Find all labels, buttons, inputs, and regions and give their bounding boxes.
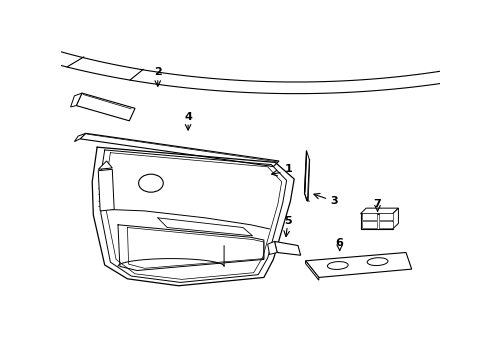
Text: 7: 7 [373,199,381,209]
Polygon shape [1,38,24,55]
Polygon shape [74,133,85,141]
Text: 3: 3 [329,196,337,206]
Polygon shape [80,133,279,167]
Polygon shape [360,208,398,214]
Bar [378,221,392,228]
Bar [378,213,392,220]
Text: 4: 4 [184,112,192,122]
Bar [360,214,392,229]
Text: 1: 1 [284,164,292,174]
Ellipse shape [366,258,387,266]
Polygon shape [274,242,300,255]
Polygon shape [304,151,309,201]
Bar [362,213,376,220]
Ellipse shape [138,174,163,192]
Text: 5: 5 [284,216,291,226]
Polygon shape [305,261,318,280]
Polygon shape [70,93,82,107]
Text: 2: 2 [154,67,162,77]
Polygon shape [305,252,411,278]
Polygon shape [98,161,112,169]
Bar [362,221,376,228]
Polygon shape [98,169,114,211]
Polygon shape [76,93,135,121]
Ellipse shape [326,262,347,269]
Text: 6: 6 [335,238,343,248]
Polygon shape [392,208,398,229]
Polygon shape [267,242,277,255]
